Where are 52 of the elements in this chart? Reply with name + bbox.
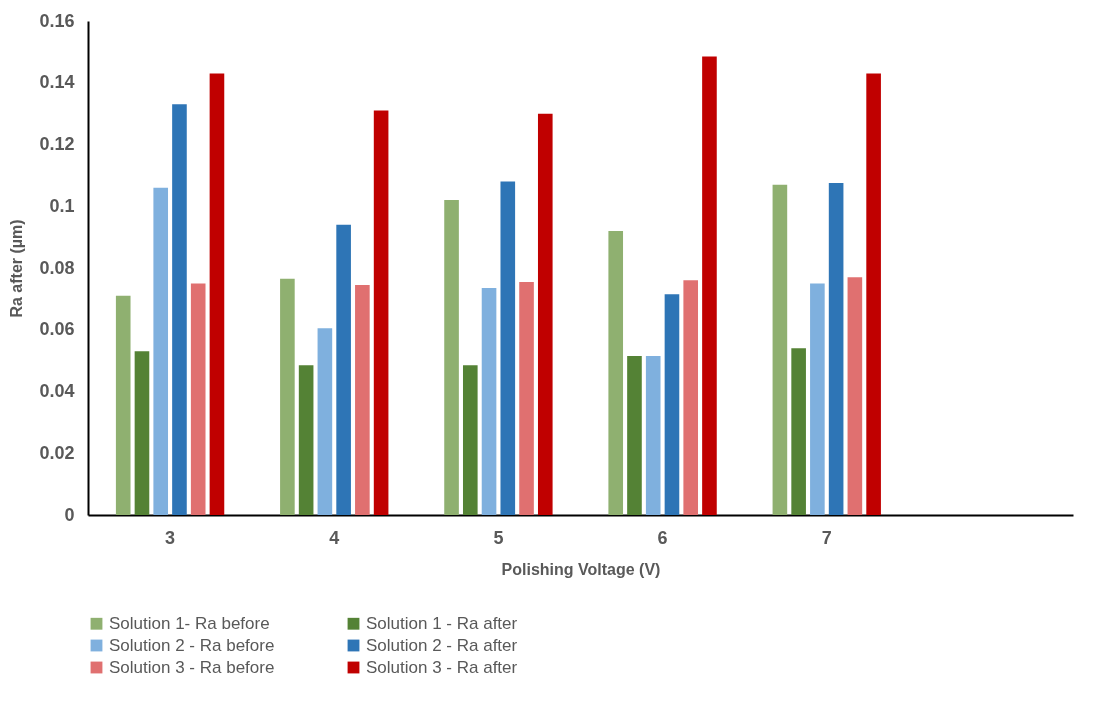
bar <box>336 224 351 515</box>
bar <box>500 181 516 515</box>
legend-label: Solution 3 - Ra before <box>109 657 275 677</box>
bar <box>519 281 534 515</box>
bar <box>481 288 497 515</box>
y-tick-label: 0.12 <box>39 134 75 154</box>
x-tick-label: 5 <box>493 527 504 548</box>
legend-label: Solution 1 - Ra after <box>366 613 518 633</box>
x-tick-label: 7 <box>821 527 832 548</box>
bar <box>810 283 825 515</box>
bar <box>153 187 169 515</box>
bar <box>134 351 150 515</box>
legend-label: Solution 2 - Ra after <box>366 635 518 655</box>
bar <box>280 278 295 515</box>
bar <box>664 294 680 515</box>
bar <box>683 280 699 515</box>
y-tick-label: 0.02 <box>39 442 75 463</box>
y-tick-label: 0 <box>64 504 75 525</box>
y-tick-label: 0.16 <box>39 10 75 31</box>
x-tick-label: 4 <box>329 527 340 548</box>
bar <box>444 200 459 515</box>
y-tick-label: 0.14 <box>39 72 75 93</box>
bar <box>298 365 314 515</box>
y-tick-label: 0.1 <box>49 195 75 216</box>
x-tick-label: 3 <box>165 527 176 548</box>
legend-label: Solution 2 - Ra before <box>109 635 275 655</box>
x-tick-label: 6 <box>657 527 668 548</box>
bar <box>645 355 661 515</box>
bar <box>172 104 187 515</box>
bar <box>373 110 389 515</box>
bar <box>537 113 553 515</box>
bar <box>847 277 863 515</box>
bar <box>190 283 206 515</box>
y-tick-label: 0.06 <box>39 319 75 340</box>
bar <box>791 348 806 515</box>
y-axis-title: Ra after (µm) <box>8 219 26 318</box>
bar <box>828 183 844 515</box>
bar <box>772 184 788 515</box>
x-axis-title: Polishing Voltage (V) <box>501 560 661 578</box>
bar <box>702 56 717 515</box>
legend-label: Solution 1- Ra before <box>109 613 270 633</box>
bar <box>317 328 333 515</box>
bar <box>608 230 624 515</box>
legend-label: Solution 3 - Ra after <box>366 657 518 677</box>
bar <box>355 284 370 515</box>
bar <box>627 355 642 515</box>
bar <box>209 73 225 515</box>
y-tick-label: 0.04 <box>39 381 75 401</box>
y-tick-label: 0.08 <box>39 257 75 278</box>
bar <box>115 295 131 515</box>
bar <box>866 73 881 515</box>
bar <box>462 365 478 515</box>
